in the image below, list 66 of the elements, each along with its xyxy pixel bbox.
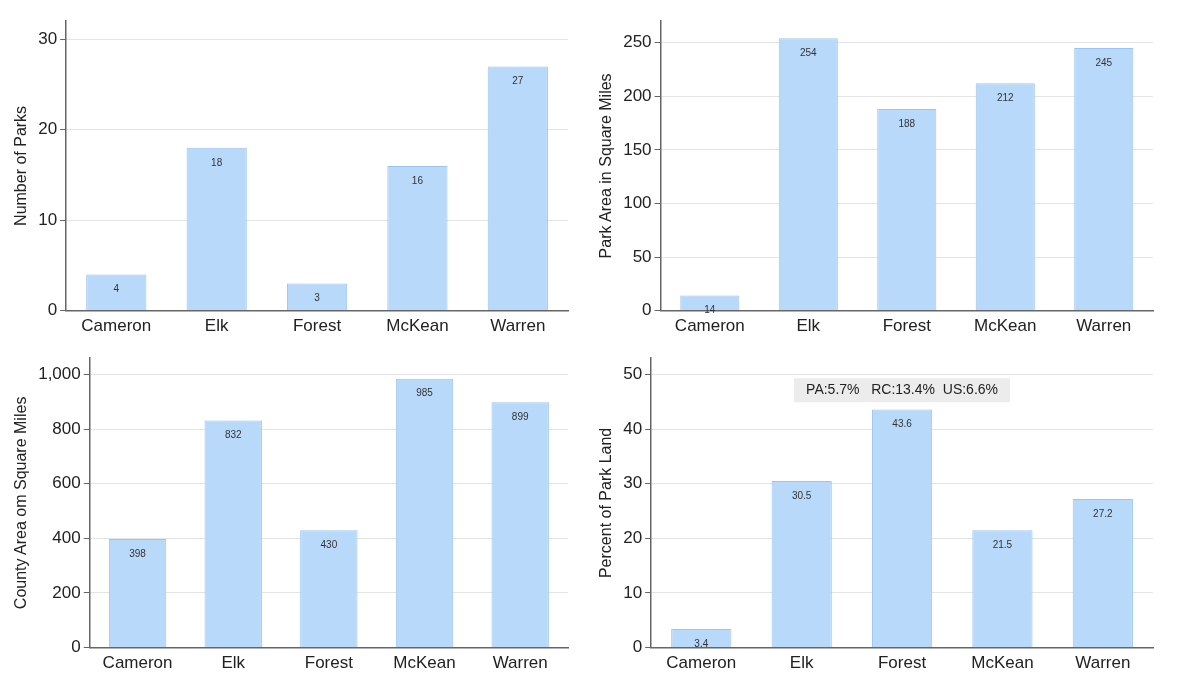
y-tick-label: 10 [623, 582, 643, 602]
data-label: 212 [996, 92, 1015, 104]
x-tick-label: Cameron [674, 316, 745, 336]
y-tick-label: 30 [623, 473, 643, 493]
x-tick-label: McKean [386, 316, 449, 336]
y-tick-label: 20 [623, 528, 643, 548]
y-tick-label: 100 [623, 193, 652, 213]
y-tick-label: 50 [623, 364, 643, 384]
data-label: 4 [113, 283, 120, 295]
y-axis-title: Park Area in Square Miles [597, 73, 615, 259]
y-tick-label: 600 [52, 473, 81, 493]
data-label: 245 [1095, 56, 1113, 68]
y-tick-label: 10 [38, 209, 58, 229]
data-label: 3.4 [694, 637, 709, 649]
y-tick-label: 150 [623, 139, 652, 159]
y-tick-label: 40 [623, 418, 643, 438]
x-tick-label: Elk [796, 316, 821, 336]
y-axis-title: County Area om Square Miles [12, 396, 30, 610]
y-tick-label: 800 [52, 418, 81, 438]
data-label: 398 [129, 547, 147, 559]
y-tick-label: 0 [642, 300, 652, 320]
y-tick-label: 20 [38, 119, 58, 139]
x-tick-label: McKean [971, 653, 1034, 673]
data-label: 16 [411, 174, 424, 186]
annotation: PA:5.7% RC:13.4% US:6.6% [806, 381, 999, 398]
y-axis-title: Number of Parks [12, 105, 30, 226]
y-tick-label: 200 [623, 85, 652, 105]
data-label: 30.5 [791, 489, 812, 501]
x-tick-label: Elk [221, 653, 246, 673]
x-tick-label: Elk [789, 653, 814, 673]
y-tick-label: 0 [71, 637, 81, 657]
x-tick-label: McKean [974, 316, 1037, 336]
x-tick-label: Cameron [81, 316, 152, 336]
x-tick-label: Forest [292, 316, 342, 336]
x-tick-label: McKean [393, 653, 456, 673]
y-tick-label: 0 [47, 300, 58, 320]
x-tick-label: Warren [1075, 653, 1131, 673]
y-tick-label: 400 [52, 528, 81, 548]
y-tick-label: 200 [52, 582, 81, 602]
y-tick-label: 250 [623, 32, 652, 52]
data-label: 985 [416, 387, 434, 399]
y-axis-title: Percent of Park Land [597, 427, 615, 579]
y-tick-label: 0 [632, 637, 643, 657]
data-label: 3 [314, 292, 321, 304]
x-tick-label: Elk [204, 316, 229, 336]
data-label: 21.5 [992, 538, 1013, 550]
x-tick-label: Cameron [666, 653, 737, 673]
x-tick-label: Warren [1076, 316, 1132, 336]
x-tick-label: Cameron [102, 653, 173, 673]
data-label: 899 [511, 410, 529, 422]
y-tick-label: 50 [632, 246, 652, 266]
x-tick-label: Forest [304, 653, 354, 673]
data-label: 27.2 [1093, 507, 1113, 519]
data-label: 27 [512, 75, 524, 87]
data-label: 43.6 [892, 418, 913, 430]
y-tick-label: 1,000 [38, 364, 81, 384]
x-tick-label: Warren [492, 653, 548, 673]
x-tick-label: Forest [882, 316, 932, 336]
data-label: 188 [898, 117, 916, 129]
data-label: 832 [224, 429, 242, 441]
data-label: 254 [799, 47, 818, 59]
x-tick-label: Forest [877, 653, 927, 673]
x-tick-label: Warren [490, 316, 546, 336]
data-label: 18 [211, 156, 223, 168]
y-tick-label: 30 [38, 28, 58, 48]
data-label: 430 [320, 538, 338, 550]
